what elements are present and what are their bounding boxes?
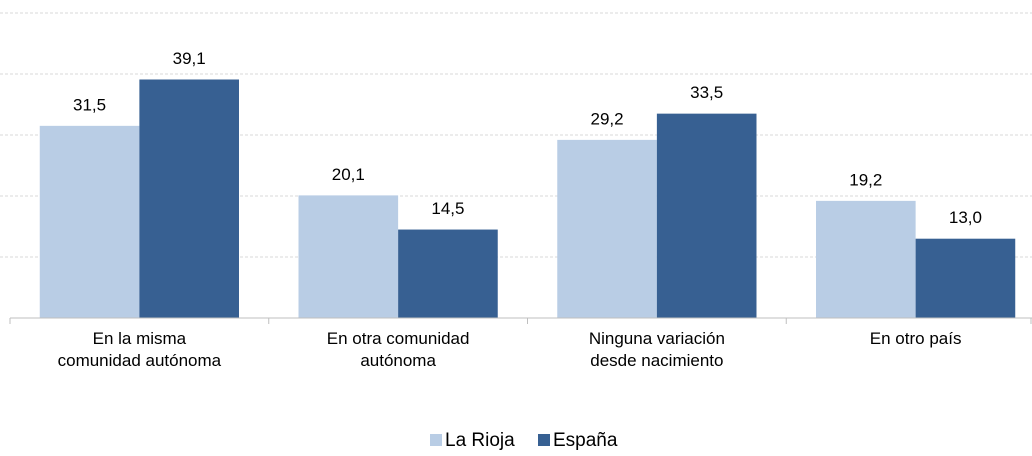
x-tick-label: Ninguna variación desde nacimiento — [589, 329, 725, 370]
bar — [398, 229, 498, 318]
x-tick-label: En otra comunidad autónoma — [327, 329, 470, 370]
value-label: 31,5 — [73, 95, 106, 114]
x-tick-label-line: desde nacimiento — [590, 351, 723, 370]
bar — [139, 79, 239, 319]
x-tick-label-line: En otro país — [870, 329, 962, 348]
bar — [915, 238, 1016, 318]
x-tick-label-line: En otra comunidad — [327, 329, 470, 348]
legend-label: España — [553, 430, 618, 451]
x-tick-label: En la misma comunidad autónoma — [58, 329, 222, 370]
x-tick-label-line: Ninguna variación — [589, 329, 725, 348]
value-label: 19,2 — [849, 170, 882, 189]
value-label: 29,2 — [591, 109, 624, 128]
value-label: 14,5 — [431, 199, 464, 218]
bar — [816, 200, 916, 318]
bar — [298, 195, 399, 318]
legend-label: La Rioja — [445, 430, 515, 451]
x-tick-label-line: En la misma — [93, 329, 187, 348]
value-label: 20,1 — [332, 165, 365, 184]
value-label: 13,0 — [949, 208, 982, 227]
legend-swatch — [430, 434, 442, 446]
bar — [656, 113, 757, 319]
x-tick-label: En otro país — [870, 329, 962, 348]
bar — [557, 139, 657, 318]
legend-swatch — [538, 434, 550, 446]
x-tick-label-line: autónoma — [360, 351, 436, 370]
value-label: 39,1 — [173, 49, 206, 68]
value-label: 33,5 — [690, 83, 723, 102]
x-tick-label-line: comunidad autónoma — [58, 351, 222, 370]
bar — [39, 125, 140, 318]
